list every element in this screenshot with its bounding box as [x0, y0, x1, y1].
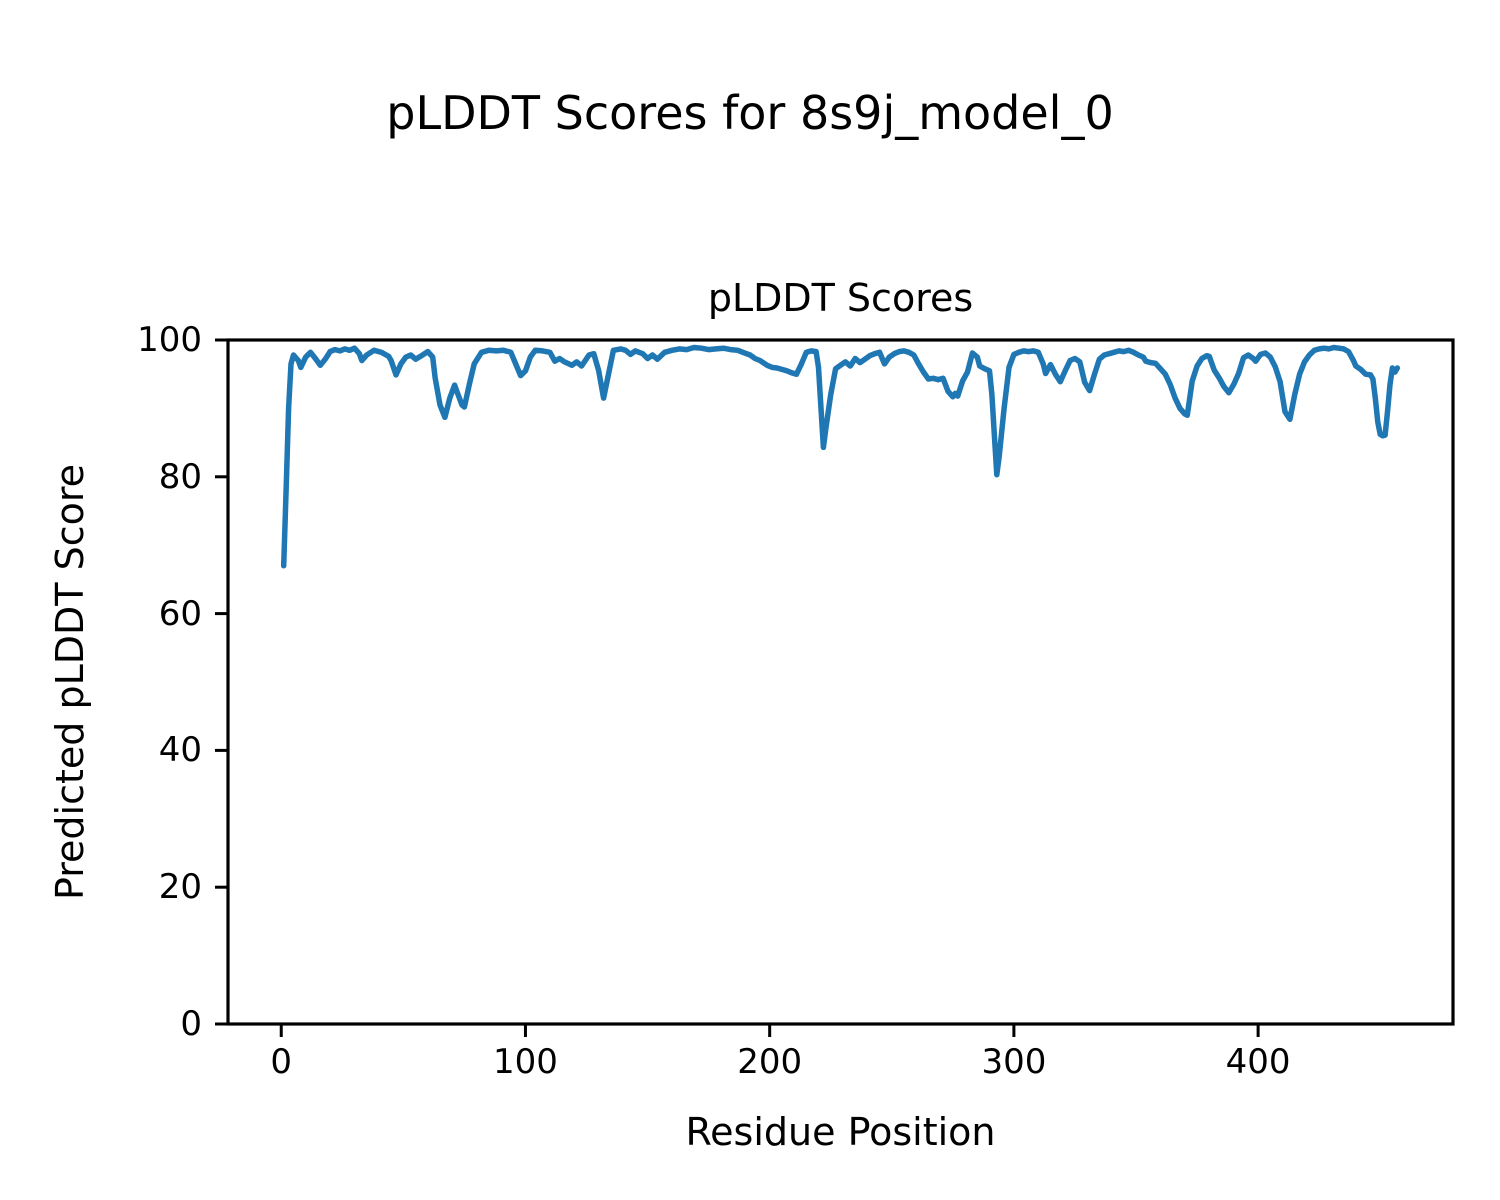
- plddt-line: [280, 344, 1401, 569]
- x-tick-label: 400: [1225, 1042, 1291, 1082]
- y-tick-label: 80: [158, 456, 202, 497]
- y-tick-label: 60: [158, 593, 202, 634]
- figure-title: pLDDT Scores for 8s9j_model_0: [386, 86, 1114, 140]
- x-tick-label: 0: [270, 1042, 293, 1082]
- y-tick-label: 20: [158, 867, 202, 908]
- x-tick-label: 200: [737, 1042, 803, 1082]
- y-tick-label: 0: [180, 1004, 202, 1044]
- y-axis-label: Predicted pLDDT Score: [48, 464, 92, 900]
- y-tick-label: 100: [137, 320, 202, 360]
- y-tick-label: 40: [158, 730, 202, 771]
- x-tick-label: 100: [493, 1042, 558, 1082]
- x-tick-label: 300: [981, 1042, 1047, 1082]
- axes-title: pLDDT Scores: [707, 276, 974, 320]
- x-axis-label: Residue Position: [685, 1110, 996, 1154]
- axes-spines: [226, 338, 1455, 1026]
